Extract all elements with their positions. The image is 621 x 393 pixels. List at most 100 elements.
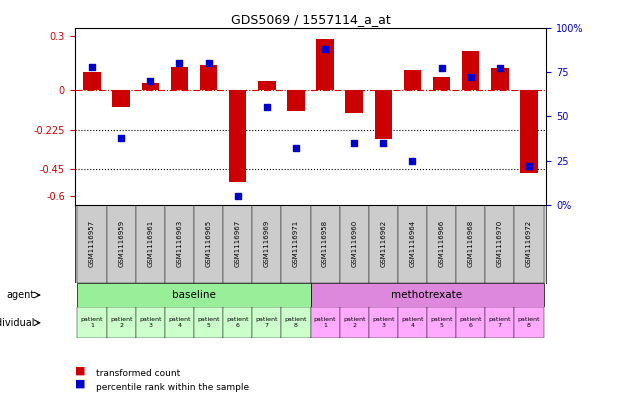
Text: GSM1116965: GSM1116965	[206, 220, 212, 267]
Text: patient
6: patient 6	[227, 317, 249, 328]
Point	[524, 163, 534, 169]
Bar	[310, 283, 543, 307]
Bar	[514, 307, 543, 338]
Text: patient
1: patient 1	[81, 317, 103, 328]
Text: GSM1116968: GSM1116968	[468, 220, 474, 267]
Bar	[83, 72, 101, 90]
Text: patient
1: patient 1	[314, 317, 337, 328]
Bar	[491, 68, 509, 90]
Text: GSM1116967: GSM1116967	[235, 220, 241, 267]
Text: methotrexate: methotrexate	[391, 290, 463, 300]
Text: GSM1116957: GSM1116957	[89, 220, 95, 267]
Text: patient
5: patient 5	[197, 317, 220, 328]
Text: patient
3: patient 3	[372, 317, 394, 328]
Text: individual: individual	[0, 318, 34, 328]
Bar	[345, 90, 363, 113]
Point	[262, 104, 272, 110]
Text: baseline: baseline	[172, 290, 216, 300]
Text: patient
7: patient 7	[489, 317, 511, 328]
Bar	[281, 205, 310, 283]
Text: GSM1116963: GSM1116963	[176, 220, 183, 267]
Point	[349, 140, 359, 146]
Bar	[281, 307, 310, 338]
Bar	[462, 51, 479, 90]
Text: GSM1116964: GSM1116964	[409, 220, 415, 267]
Text: transformed count: transformed count	[96, 369, 181, 378]
Point	[495, 65, 505, 72]
Bar	[433, 77, 450, 90]
Bar	[78, 307, 107, 338]
Bar	[485, 307, 514, 338]
Bar	[369, 205, 398, 283]
Point	[145, 77, 155, 84]
Text: patient
8: patient 8	[518, 317, 540, 328]
Bar	[78, 283, 310, 307]
Point	[378, 140, 388, 146]
Bar	[340, 307, 369, 338]
Text: GSM1116969: GSM1116969	[264, 220, 270, 267]
Text: GSM1116959: GSM1116959	[118, 220, 124, 267]
Bar	[456, 205, 485, 283]
Point	[466, 74, 476, 80]
Point	[116, 134, 126, 141]
Text: GSM1116961: GSM1116961	[147, 220, 153, 267]
Text: patient
5: patient 5	[430, 317, 453, 328]
Bar	[398, 205, 427, 283]
Point	[204, 60, 214, 66]
Text: patient
2: patient 2	[343, 317, 365, 328]
Bar	[194, 307, 223, 338]
Text: GSM1116972: GSM1116972	[526, 220, 532, 267]
Text: GSM1116960: GSM1116960	[351, 220, 357, 267]
Text: GSM1116966: GSM1116966	[438, 220, 445, 267]
Bar	[369, 307, 398, 338]
Text: GSM1116962: GSM1116962	[380, 220, 386, 267]
Bar	[107, 205, 136, 283]
Bar	[514, 205, 543, 283]
Bar	[310, 205, 340, 283]
Bar	[165, 307, 194, 338]
Bar	[404, 70, 421, 90]
Bar	[398, 307, 427, 338]
Bar	[165, 205, 194, 283]
Bar	[310, 307, 340, 338]
Bar	[340, 205, 369, 283]
Bar	[78, 205, 107, 283]
Bar	[107, 307, 136, 338]
Point	[87, 63, 97, 70]
Bar	[136, 205, 165, 283]
Point	[437, 65, 446, 72]
Text: agent: agent	[6, 290, 34, 300]
Text: patient
7: patient 7	[256, 317, 278, 328]
Text: GSM1116958: GSM1116958	[322, 220, 328, 267]
Bar	[223, 307, 252, 338]
Text: patient
6: patient 6	[460, 317, 482, 328]
Bar	[374, 90, 392, 139]
Bar	[223, 205, 252, 283]
Point	[320, 46, 330, 52]
Bar	[485, 205, 514, 283]
Bar	[427, 205, 456, 283]
Bar	[112, 90, 130, 107]
Text: GSM1116971: GSM1116971	[293, 220, 299, 267]
Text: patient
4: patient 4	[168, 317, 191, 328]
Bar	[316, 39, 334, 90]
Bar	[287, 90, 305, 111]
Bar	[194, 205, 223, 283]
Bar	[252, 205, 281, 283]
Text: ■: ■	[75, 379, 85, 389]
Bar	[171, 66, 188, 90]
Bar	[136, 307, 165, 338]
Title: GDS5069 / 1557114_a_at: GDS5069 / 1557114_a_at	[230, 13, 391, 26]
Text: GSM1116970: GSM1116970	[497, 220, 503, 267]
Text: patient
2: patient 2	[110, 317, 132, 328]
Text: patient
4: patient 4	[401, 317, 424, 328]
Point	[233, 193, 243, 199]
Bar	[142, 83, 159, 90]
Bar	[427, 307, 456, 338]
Text: patient
3: patient 3	[139, 317, 161, 328]
Bar	[520, 90, 538, 173]
Point	[175, 60, 184, 66]
Point	[407, 158, 417, 164]
Point	[291, 145, 301, 151]
Bar	[200, 65, 217, 90]
